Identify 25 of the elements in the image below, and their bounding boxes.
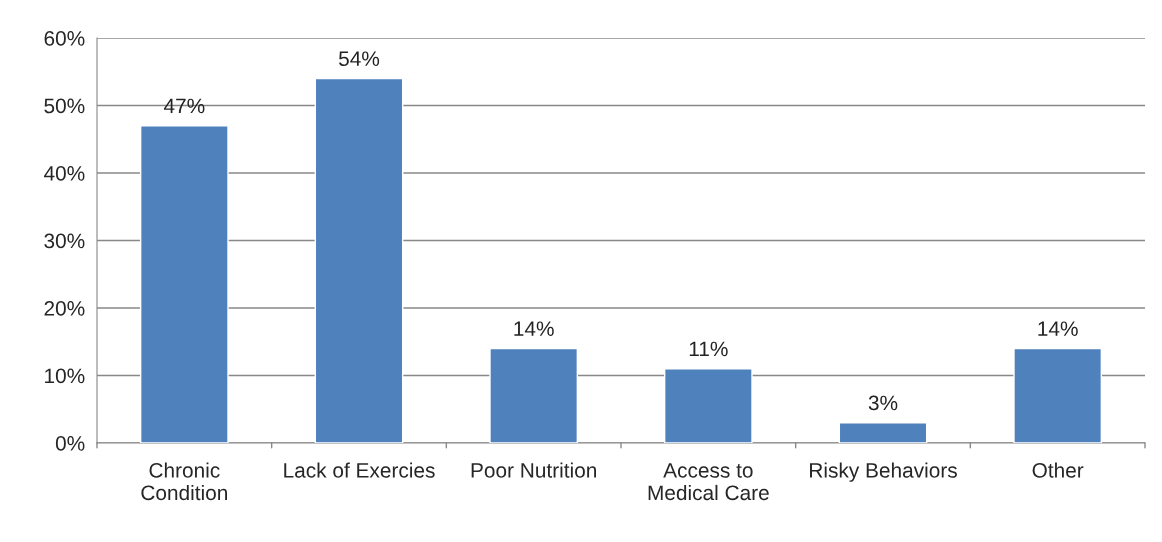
- x-tick-label: Other: [1032, 462, 1084, 478]
- data-label: 3%: [868, 395, 898, 411]
- data-label: 14%: [514, 321, 554, 336]
- y-tick-label: 20%: [44, 301, 85, 316]
- bar: [314, 77, 404, 443]
- y-tick-label: 60%: [44, 31, 85, 46]
- x-tick-label: Risky Behaviors: [810, 462, 957, 482]
- y-tick-label: 10%: [45, 368, 85, 384]
- y-tick-label: 50%: [44, 98, 85, 114]
- bar: [838, 422, 928, 443]
- data-label: 14%: [1038, 321, 1078, 336]
- bar: [139, 125, 229, 443]
- bar: [663, 368, 753, 443]
- y-tick-label: 30%: [44, 233, 85, 249]
- x-tick-label: Poor Nutrition: [471, 462, 596, 478]
- bar: [489, 347, 579, 443]
- x-tick-label: Chronic Condition: [141, 462, 227, 501]
- data-label: 54%: [338, 51, 380, 67]
- x-tick-label: Lack of Exercies: [284, 462, 435, 478]
- y-tick-label: 0%: [55, 436, 85, 451]
- bar: [1013, 347, 1103, 443]
- data-label: 11%: [689, 341, 728, 357]
- data-label: 47%: [163, 98, 205, 114]
- y-tick-label: 40%: [43, 166, 85, 181]
- x-tick-label: Access to Medical Care: [648, 463, 769, 501]
